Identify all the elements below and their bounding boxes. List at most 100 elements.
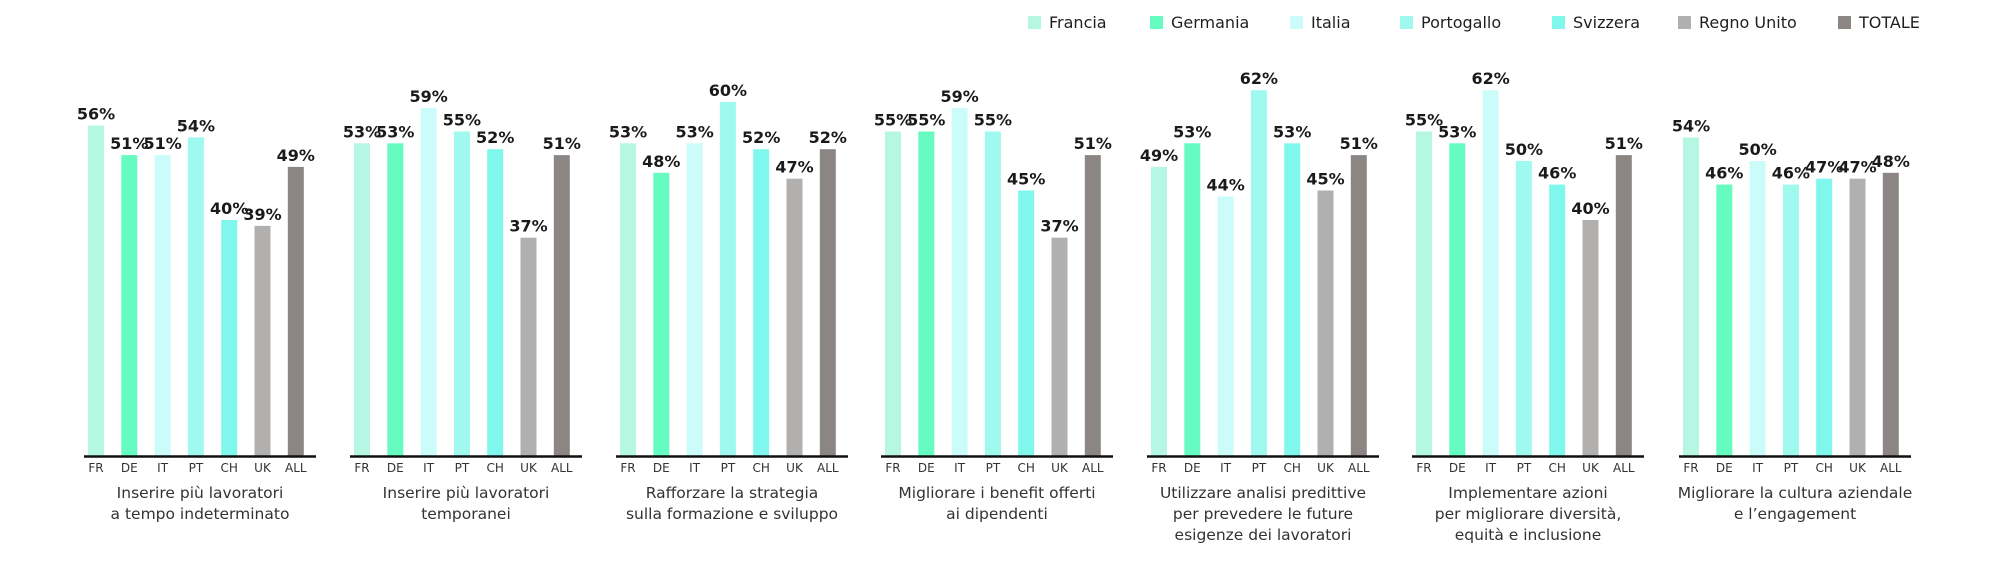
tick-label: DE — [1716, 461, 1733, 475]
bar-it — [1749, 161, 1766, 456]
tick-label: CH — [1283, 461, 1300, 475]
bar-group-5: 49% FR 53% DE 44% IT 62% PT 53% CH 45% UK 51% ALL Util… — [1140, 69, 1379, 544]
legend-label: Portogallo — [1421, 13, 1501, 32]
data-label: 47% — [1805, 158, 1843, 177]
legend-swatch — [1838, 16, 1851, 29]
tick-label: FR — [1416, 461, 1431, 475]
bar-it — [1482, 90, 1499, 456]
bar-all — [1084, 155, 1101, 456]
bar-pt — [1782, 184, 1799, 456]
tick-label: IT — [689, 461, 701, 475]
tick-label: ALL — [551, 461, 573, 475]
bar-uk — [1317, 190, 1334, 456]
legend-item-uk: Regno Unito — [1678, 13, 1797, 32]
group-label: sulla formazione e sviluppo — [626, 505, 838, 523]
group-label: equità e inclusione — [1455, 526, 1601, 544]
data-label: 51% — [1340, 134, 1378, 153]
tick-label: DE — [121, 461, 138, 475]
bar-pt — [984, 131, 1001, 456]
tick-label: UK — [1051, 461, 1069, 475]
tick-label: DE — [1449, 461, 1466, 475]
tick-label: FR — [620, 461, 635, 475]
bar-all — [1350, 155, 1367, 456]
bar-fr — [88, 125, 104, 456]
group-label: Inserire più lavoratori — [383, 484, 550, 502]
tick-label: UK — [1849, 461, 1867, 475]
bar-group-2: 53% FR 53% DE 59% IT 55% PT 52% CH 37% UK 51% ALLInse… — [343, 87, 582, 523]
data-label: 50% — [1738, 140, 1776, 159]
data-label: 48% — [642, 152, 680, 171]
bar-de — [1716, 184, 1733, 456]
bar-ch — [1549, 184, 1566, 456]
bar-ch — [487, 149, 504, 456]
tick-label: CH — [1548, 461, 1565, 475]
data-label: 45% — [1007, 170, 1045, 189]
bar-fr — [1416, 131, 1432, 456]
legend-label: Regno Unito — [1699, 13, 1797, 32]
bar-de — [387, 143, 404, 457]
data-label: 55% — [874, 111, 912, 130]
tick-label: CH — [1017, 461, 1034, 475]
bar-it — [154, 155, 171, 456]
bar-de — [1449, 143, 1466, 457]
data-label: 46% — [1705, 164, 1743, 183]
data-label: 51% — [110, 134, 148, 153]
legend-item-fr: Francia — [1028, 13, 1107, 32]
bar-ch — [221, 220, 238, 456]
bar-uk — [520, 237, 537, 456]
tick-label: UK — [786, 461, 804, 475]
data-label: 59% — [409, 87, 447, 106]
bar-fr — [1151, 166, 1167, 456]
tick-label: IT — [954, 461, 966, 475]
legend-item-it: Italia — [1290, 13, 1351, 32]
group-label: e l’engagement — [1734, 505, 1856, 523]
bar-de — [121, 155, 138, 456]
data-label: 53% — [1273, 122, 1311, 141]
bar-pt — [187, 137, 204, 456]
data-label: 53% — [675, 122, 713, 141]
legend-swatch — [1290, 16, 1303, 29]
bar-all — [287, 166, 304, 456]
data-label: 54% — [1672, 116, 1710, 135]
bar-ch — [1284, 143, 1301, 457]
tick-label: UK — [254, 461, 272, 475]
tick-label: ALL — [1348, 461, 1370, 475]
data-label: 51% — [543, 134, 581, 153]
bar-all — [1882, 172, 1899, 457]
data-label: 51% — [1074, 134, 1112, 153]
tick-label: ALL — [1082, 461, 1104, 475]
group-label: Migliorare i benefit offerti — [898, 484, 1095, 502]
data-label: 62% — [1240, 69, 1278, 88]
data-label: 39% — [243, 205, 281, 224]
legend-label: Germania — [1171, 13, 1249, 32]
bar-it — [686, 143, 703, 457]
bar-fr — [1683, 137, 1699, 456]
data-label: 54% — [177, 116, 215, 135]
bar-uk — [1849, 178, 1866, 456]
tick-label: FR — [885, 461, 900, 475]
bar-group-6: 55% FR 53% DE 62% IT 50% PT 46% CH 40% UK 51% ALL Impl… — [1405, 69, 1644, 544]
data-label: 48% — [1872, 152, 1910, 171]
bar-it — [420, 107, 437, 457]
tick-label: ALL — [817, 461, 839, 475]
data-label: 47% — [775, 158, 813, 177]
data-label: 56% — [77, 105, 115, 124]
bar-all — [553, 155, 570, 456]
data-label: 37% — [509, 217, 547, 236]
tick-label: DE — [918, 461, 935, 475]
bar-uk — [1582, 220, 1599, 456]
legend-item-ch: Svizzera — [1552, 13, 1640, 32]
tick-label: DE — [387, 461, 404, 475]
tick-label: FR — [88, 461, 103, 475]
data-label: 51% — [143, 134, 181, 153]
data-label: 52% — [476, 128, 514, 147]
tick-label: IT — [1485, 461, 1497, 475]
bar-de — [653, 172, 670, 457]
tick-label: IT — [157, 461, 169, 475]
group-label: per migliorare diversità, — [1435, 505, 1622, 523]
legend-swatch — [1150, 16, 1163, 29]
tick-label: PT — [1517, 461, 1532, 475]
legend-label: Svizzera — [1573, 13, 1640, 32]
plot-area: 56%FR51%DE51%IT54%PT40%CH39%UK49%ALLInse… — [77, 69, 1912, 544]
